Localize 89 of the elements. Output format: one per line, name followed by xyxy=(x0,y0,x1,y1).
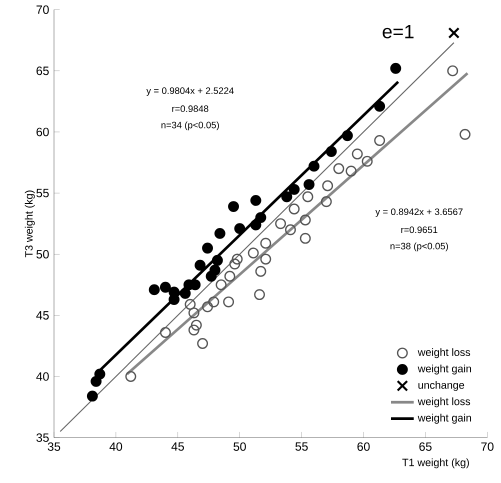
point xyxy=(202,242,213,254)
annotation: r=0.9651 xyxy=(401,226,438,234)
point xyxy=(254,289,265,300)
point xyxy=(180,288,191,299)
y-tick-label: 50 xyxy=(36,250,49,258)
point xyxy=(160,327,171,338)
x-tick-label: 45 xyxy=(171,442,184,451)
point xyxy=(326,146,337,157)
x-axis-title: T1 weight (kg) xyxy=(402,458,469,468)
point xyxy=(390,62,402,74)
point xyxy=(234,223,246,234)
x-tick-label: 65 xyxy=(419,442,432,451)
point xyxy=(300,214,311,226)
y-tick-label: 35 xyxy=(36,433,49,442)
point xyxy=(302,191,314,202)
point xyxy=(125,371,136,382)
point xyxy=(194,260,206,271)
point xyxy=(346,166,357,177)
point xyxy=(190,320,202,331)
point xyxy=(275,218,286,230)
x-tick-label: 35 xyxy=(48,442,60,451)
point xyxy=(224,270,236,282)
point xyxy=(228,201,239,212)
point xyxy=(460,128,470,140)
point xyxy=(232,254,243,265)
x-tick-label: 55 xyxy=(295,442,308,451)
point xyxy=(260,238,272,249)
point xyxy=(86,390,98,402)
x-tick-label: 70 xyxy=(481,442,494,451)
point xyxy=(362,156,373,167)
point xyxy=(333,163,344,174)
point xyxy=(288,204,300,214)
y-axis-title: T3 weight (kg) xyxy=(24,190,35,258)
point xyxy=(255,212,266,224)
point xyxy=(304,179,315,190)
point xyxy=(212,254,223,266)
point xyxy=(281,191,292,202)
y-tick-label: 55 xyxy=(36,188,49,198)
y-tick-label: 65 xyxy=(36,66,49,76)
point xyxy=(288,184,300,195)
x-tick-label: 40 xyxy=(110,442,122,451)
point xyxy=(148,284,160,296)
point xyxy=(352,148,363,160)
legend-label: weight gain xyxy=(418,364,472,375)
point xyxy=(374,100,386,112)
point xyxy=(168,294,180,305)
point xyxy=(202,301,213,312)
point xyxy=(285,224,296,236)
annotation: y = 0.8942x + 3.6567 xyxy=(375,208,463,217)
point xyxy=(447,65,458,76)
point xyxy=(160,282,171,293)
point xyxy=(229,258,240,270)
legend-label: unchange xyxy=(418,380,464,391)
point xyxy=(250,219,262,230)
legend-label: weight loss xyxy=(418,397,470,408)
legend-label: weight gain xyxy=(418,414,472,424)
point xyxy=(188,324,200,336)
point xyxy=(216,279,227,290)
y-tick-label: 40 xyxy=(36,372,49,381)
y-tick-label: 60 xyxy=(36,128,49,136)
point xyxy=(209,264,220,276)
point xyxy=(214,228,226,239)
point xyxy=(188,307,200,318)
point xyxy=(197,338,208,349)
annotation: r=0.9848 xyxy=(172,105,208,112)
x-tick-label: 50 xyxy=(234,442,246,451)
point xyxy=(260,254,272,265)
point xyxy=(250,194,262,206)
point xyxy=(300,232,311,244)
point xyxy=(320,196,332,208)
y-tick-label: 45 xyxy=(36,311,49,320)
point xyxy=(248,248,259,258)
x-tick-label: 60 xyxy=(357,442,370,451)
point xyxy=(308,160,320,172)
legend-label: weight loss xyxy=(418,348,470,358)
point xyxy=(448,27,460,39)
point xyxy=(184,298,196,310)
annotation: n=38 (p<0.05) xyxy=(390,242,448,252)
point xyxy=(94,368,106,380)
point xyxy=(208,296,220,308)
point xyxy=(223,296,234,308)
annotation: y = 0.9804x + 2.5224 xyxy=(146,87,234,96)
point xyxy=(374,135,386,146)
annotation: n=34 (p<0.05) xyxy=(162,121,219,130)
point xyxy=(342,130,353,142)
point xyxy=(322,180,334,192)
y-tick-label: 70 xyxy=(36,5,49,14)
annotation: e=1 xyxy=(382,24,414,38)
point xyxy=(255,266,266,277)
